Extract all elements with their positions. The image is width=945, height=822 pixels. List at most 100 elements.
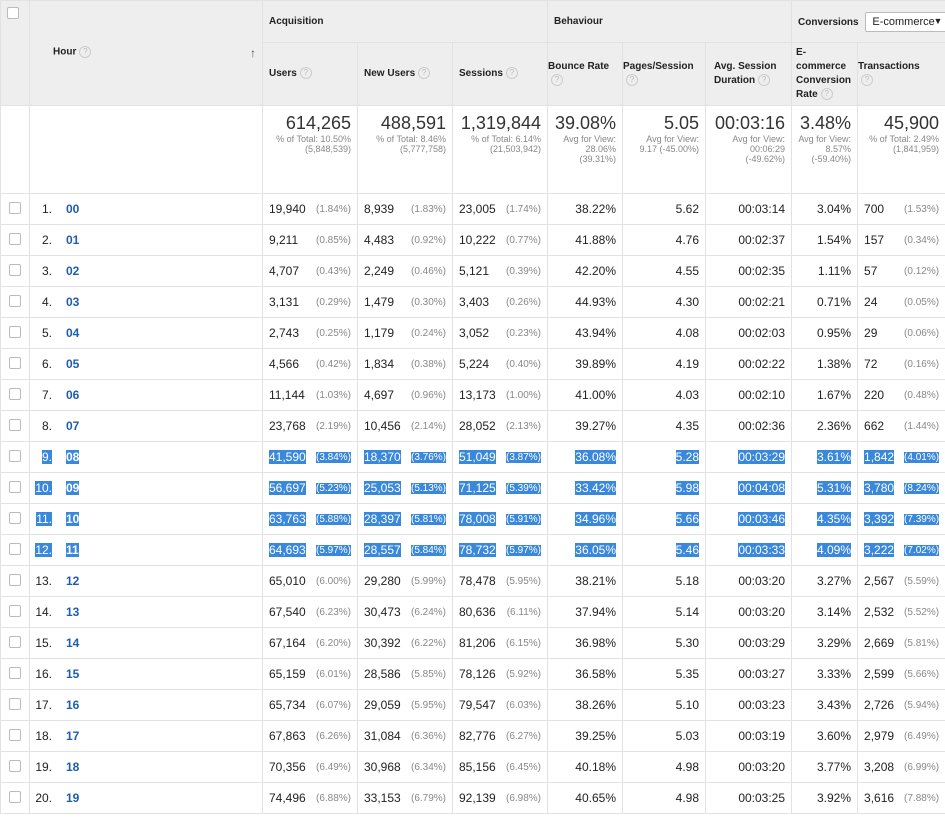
hour-link[interactable]: 04 <box>66 326 80 340</box>
table-row[interactable]: 11. 10 63,763 (5.88%) 28,397 (5.81%) 78,008 (5.… <box>0 503 945 535</box>
conv-rate-column-header[interactable]: E-commerce Conversion Rate? <box>791 42 859 106</box>
pages-session-column-header[interactable]: Pages/Session? <box>622 42 706 106</box>
row-checkbox-cell[interactable] <box>0 286 30 318</box>
table-row[interactable]: 10. 09 56,697 (5.23%) 25,053 (5.13%) 71,125 (5.… <box>0 472 945 504</box>
table-row[interactable]: 5. 04 2,743 (0.25%) 1,179 (0.24%) 3,052 (0.23%)… <box>0 317 945 349</box>
row-checkbox[interactable] <box>9 201 21 214</box>
help-icon[interactable]: ? <box>626 74 638 87</box>
hour-link[interactable]: 19 <box>66 791 80 805</box>
row-checkbox-cell[interactable] <box>0 658 30 690</box>
hour-link[interactable]: 05 <box>66 357 80 371</box>
select-all-checkbox[interactable] <box>7 7 19 19</box>
row-checkbox-cell[interactable] <box>0 596 30 628</box>
hour-link[interactable]: 14 <box>66 636 80 650</box>
avg-session-column-header[interactable]: Avg. Session Duration? <box>704 42 793 106</box>
table-row[interactable]: 8. 07 23,768 (2.19%) 10,456 (2.14%) 28,052 (2.1… <box>0 410 945 442</box>
hour-link[interactable]: 09 <box>66 481 80 495</box>
table-row[interactable]: 9. 08 41,590 (3.84%) 18,370 (3.76%) 51,049 (3.8… <box>0 441 945 473</box>
sessions-column-header[interactable]: Sessions? <box>452 42 548 106</box>
row-checkbox[interactable] <box>9 387 21 400</box>
table-row[interactable]: 2. 01 9,211 (0.85%) 4,483 (0.92%) 10,222 (0.77%… <box>0 224 945 256</box>
help-icon[interactable]: ? <box>758 74 771 87</box>
table-row[interactable]: 4. 03 3,131 (0.29%) 1,479 (0.30%) 3,403 (0.26%)… <box>0 286 945 318</box>
row-checkbox[interactable] <box>9 449 21 462</box>
table-row[interactable]: 16. 15 65,159 (6.01%) 28,586 (5.85%) 78,126 (5.… <box>0 658 945 690</box>
table-row[interactable]: 3. 02 4,707 (0.43%) 2,249 (0.46%) 5,121 (0.39%)… <box>0 255 945 287</box>
table-row[interactable]: 14. 13 67,540 (6.23%) 30,473 (6.24%) 80,636 (6.… <box>0 596 945 628</box>
help-icon[interactable]: ? <box>820 88 833 101</box>
row-checkbox-cell[interactable] <box>0 751 30 783</box>
row-checkbox-cell[interactable] <box>0 255 30 287</box>
row-checkbox[interactable] <box>9 480 21 493</box>
hour-column-header[interactable]: Hour? ↑ <box>29 0 263 106</box>
row-checkbox-cell[interactable] <box>0 534 30 566</box>
table-row[interactable]: 13. 12 65,010 (6.00%) 29,280 (5.99%) 78,478 (5.… <box>0 565 945 597</box>
row-checkbox[interactable] <box>9 418 21 431</box>
help-icon[interactable]: ? <box>505 67 518 80</box>
row-checkbox[interactable] <box>9 697 21 710</box>
bounce-rate-column-header[interactable]: Bounce Rate? <box>547 42 623 106</box>
row-checkbox-cell[interactable] <box>0 689 30 721</box>
row-checkbox-cell[interactable] <box>0 224 30 256</box>
row-checkbox-cell[interactable] <box>0 627 30 659</box>
row-checkbox-cell[interactable] <box>0 565 30 597</box>
hour-link[interactable]: 03 <box>66 295 80 309</box>
users-column-header[interactable]: Users? <box>262 42 358 106</box>
hour-link[interactable]: 10 <box>66 512 80 526</box>
row-checkbox[interactable] <box>9 728 21 741</box>
table-row[interactable]: 20. 19 74,496 (6.88%) 33,153 (6.79%) 92,139 (6.… <box>0 782 945 814</box>
hour-link[interactable]: 01 <box>66 233 80 247</box>
row-checkbox[interactable] <box>9 759 21 772</box>
row-checkbox[interactable] <box>9 542 21 555</box>
hour-link[interactable]: 18 <box>66 760 80 774</box>
row-checkbox[interactable] <box>9 263 21 276</box>
table-row[interactable]: 17. 16 65,734 (6.07%) 29,059 (5.95%) 79,547 (6.… <box>0 689 945 721</box>
hour-link[interactable]: 00 <box>66 202 80 216</box>
hour-link[interactable]: 07 <box>66 419 80 433</box>
transactions-column-header[interactable]: Transactions? <box>857 42 945 106</box>
hour-link[interactable]: 06 <box>66 388 80 402</box>
row-checkbox[interactable] <box>9 604 21 617</box>
table-row[interactable]: 12. 11 64,693 (5.97%) 28,557 (5.84%) 78,732 (5.… <box>0 534 945 566</box>
table-row[interactable]: 6. 05 4,566 (0.42%) 1,834 (0.38%) 5,224 (0.40%)… <box>0 348 945 380</box>
help-icon[interactable]: ? <box>418 67 431 80</box>
row-checkbox[interactable] <box>9 573 21 586</box>
table-row[interactable]: 1. 00 19,940 (1.84%) 8,939 (1.83%) 23,005 (1.74… <box>0 193 945 225</box>
row-checkbox-cell[interactable] <box>0 782 30 814</box>
table-row[interactable]: 19. 18 70,356 (6.49%) 30,968 (6.34%) 85,156 (6.… <box>0 751 945 783</box>
row-checkbox-cell[interactable] <box>0 317 30 349</box>
hour-link[interactable]: 13 <box>66 605 80 619</box>
row-checkbox-cell[interactable] <box>0 503 30 535</box>
row-checkbox[interactable] <box>9 666 21 679</box>
row-checkbox[interactable] <box>9 635 21 648</box>
row-checkbox-cell[interactable] <box>0 472 30 504</box>
row-checkbox-cell[interactable] <box>0 410 30 442</box>
table-row[interactable]: 15. 14 67,164 (6.20%) 30,392 (6.22%) 81,206 (6.… <box>0 627 945 659</box>
hour-link[interactable]: 02 <box>66 264 80 278</box>
hour-link[interactable]: 08 <box>66 450 80 464</box>
new-users-column-header[interactable]: New Users? <box>357 42 453 106</box>
row-checkbox[interactable] <box>9 790 21 803</box>
row-checkbox[interactable] <box>9 356 21 369</box>
table-row[interactable]: 7. 06 11,144 (1.03%) 4,697 (0.96%) 13,173 (1.00… <box>0 379 945 411</box>
select-all-cell[interactable] <box>0 0 30 106</box>
help-icon[interactable]: ? <box>79 46 92 58</box>
sort-arrow-icon[interactable]: ↑ <box>250 46 256 60</box>
hour-link[interactable]: 17 <box>66 729 80 743</box>
help-icon[interactable]: ? <box>551 74 563 87</box>
row-checkbox[interactable] <box>9 294 21 307</box>
row-checkbox-cell[interactable] <box>0 348 30 380</box>
row-checkbox-cell[interactable] <box>0 441 30 473</box>
hour-link[interactable]: 16 <box>66 698 80 712</box>
row-checkbox-cell[interactable] <box>0 193 30 225</box>
help-icon[interactable]: ? <box>861 74 874 87</box>
hour-link[interactable]: 12 <box>66 574 80 588</box>
row-checkbox[interactable] <box>9 232 21 245</box>
row-checkbox[interactable] <box>9 325 21 338</box>
row-checkbox-cell[interactable] <box>0 720 30 752</box>
conversion-type-dropdown[interactable]: E-commerce ▼ <box>865 11 945 32</box>
help-icon[interactable]: ? <box>299 67 312 80</box>
hour-link[interactable]: 11 <box>66 543 79 557</box>
hour-link[interactable]: 15 <box>66 667 80 681</box>
row-checkbox[interactable] <box>9 511 21 524</box>
